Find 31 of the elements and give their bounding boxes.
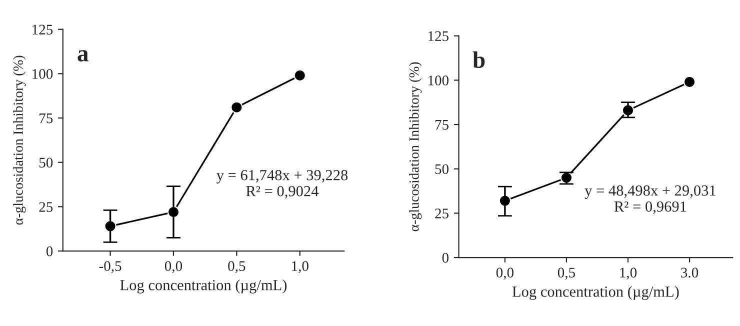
y-tick-label: 25 xyxy=(39,202,53,212)
x-tick-label: 0,5 xyxy=(228,261,246,274)
annotation: y = 61,748x + 39,228 R² = 0,9024 xyxy=(216,170,348,199)
y-tick-label: 100 xyxy=(428,76,449,86)
x-tick-label: 0,0 xyxy=(496,268,514,280)
y-tick-label: 25 xyxy=(435,208,449,218)
annotation: y = 48,498x + 29,031 R² = 0,9691 xyxy=(584,185,716,214)
y-tick-label: 75 xyxy=(435,120,449,130)
y-tick-label: 0 xyxy=(46,246,53,256)
y-axis-title: α-glucosidation Inhibitory (%) xyxy=(409,62,422,232)
annotation: a xyxy=(78,50,88,62)
point xyxy=(683,76,696,88)
y-tick-label: 50 xyxy=(435,164,449,174)
y-tick-label: 100 xyxy=(32,69,53,79)
y-tick-label: 125 xyxy=(32,24,53,35)
point xyxy=(294,69,306,82)
x-tick-label: 0,5 xyxy=(558,268,576,280)
x-tick-label: 1,0 xyxy=(620,268,637,280)
x-tick-label: -0,5 xyxy=(99,261,122,274)
y-axis-title: α-glucosidation Inhibitory (%) xyxy=(13,56,26,225)
y-tick-label: 75 xyxy=(40,114,53,124)
y-tick-label: 50 xyxy=(39,158,53,168)
y-tick-label: 125 xyxy=(428,31,449,42)
annotation: b xyxy=(472,51,485,68)
y-tick-label: 0 xyxy=(442,252,449,263)
x-tick-label: 0,0 xyxy=(164,261,182,274)
x-axis-title: Log concentration (µg/mL) xyxy=(512,286,679,300)
x-axis-title: Log concentration (µg/mL) xyxy=(120,280,287,294)
x-tick-label: 3.0 xyxy=(681,268,698,278)
point xyxy=(230,101,243,114)
x-tick-label: 1,0 xyxy=(292,261,308,274)
